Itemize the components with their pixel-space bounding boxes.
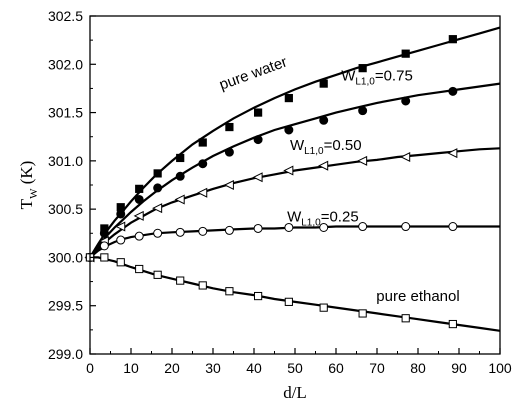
series-layer — [84, 26, 501, 332]
ticks: 0 10 20 30 40 50 60 70 80 90 100 299.0 299.5 300.0 300… — [48, 8, 512, 376]
x-tick-label-4: 40 — [246, 360, 262, 376]
x-tick-label-6: 60 — [328, 360, 344, 376]
series-w-l1-0-0-75 — [85, 82, 501, 262]
series-w-l1-0-0-50 — [84, 147, 501, 263]
y-tick-label-0: 299.0 — [48, 346, 83, 362]
series-label-w-l1-0-0-25: WL1,0=0.25 — [287, 209, 359, 229]
point-pure-ethanol-5 — [176, 276, 185, 285]
point-w-l1-0-0-75-4 — [153, 183, 163, 193]
point-pure-water-7 — [225, 122, 234, 132]
series-pure-ethanol — [85, 253, 501, 332]
x-tick-label-9: 90 — [451, 360, 467, 376]
point-pure-water-4 — [153, 169, 162, 178]
point-pure-ethanol-2 — [116, 258, 125, 267]
x-tick-label-2: 20 — [164, 360, 180, 376]
point-w-l1-0-0-50-12 — [400, 151, 411, 162]
point-pure-water-5 — [176, 153, 185, 163]
point-w-l1-0-0-25-8 — [253, 223, 263, 233]
series-label-w-l1-0-0-50: WL1,0=0.50 — [290, 137, 362, 157]
series-label-pure-water: pure water — [217, 53, 289, 93]
point-w-l1-0-0-25-2 — [116, 235, 126, 245]
point-pure-water-9 — [284, 93, 293, 103]
x-tick-label-5: 50 — [287, 360, 303, 376]
point-w-l1-0-0-50-8 — [252, 172, 263, 183]
point-w-l1-0-0-75-13 — [448, 86, 458, 96]
point-w-l1-0-0-50-13 — [447, 148, 458, 159]
x-tick-label-8: 80 — [410, 360, 426, 376]
point-w-l1-0-0-75-10 — [319, 115, 329, 125]
point-pure-water-13 — [448, 35, 457, 44]
point-pure-ethanol-1 — [100, 253, 109, 262]
point-pure-water-11 — [358, 64, 367, 73]
series-line-w-l1-0-0-25 — [89, 225, 500, 259]
point-w-l1-0-0-50-4 — [152, 203, 163, 214]
point-w-l1-0-0-25-9 — [284, 222, 294, 232]
y-tick-label-7: 302.5 — [48, 8, 83, 24]
point-pure-ethanol-8 — [254, 291, 263, 301]
y-tick-label-4: 301.0 — [48, 153, 83, 169]
x-tick-label-3: 30 — [205, 360, 221, 376]
series-line-w-l1-0-0-50 — [89, 147, 501, 259]
point-pure-ethanol-10 — [319, 303, 328, 312]
x-axis-title: d/L — [283, 383, 307, 402]
x-tick-label-0: 0 — [86, 360, 94, 376]
point-w-l1-0-0-75-7 — [224, 147, 234, 157]
point-w-l1-0-0-75-12 — [401, 96, 411, 106]
y-tick-label-1: 299.5 — [48, 298, 83, 314]
series-line-w-l1-0-0-75 — [89, 82, 501, 259]
y-tick-label-6: 302.0 — [48, 56, 83, 72]
point-pure-water-10 — [319, 79, 328, 88]
point-pure-water-12 — [401, 49, 410, 58]
x-tick-label-10: 100 — [488, 360, 512, 376]
point-w-l1-0-0-75-6 — [198, 159, 208, 169]
y-tick-label-3: 300.5 — [48, 201, 83, 217]
y-axis-title: TW (K) — [17, 161, 40, 210]
point-w-l1-0-0-50-10 — [318, 160, 329, 171]
y-tick-label-5: 301.5 — [48, 105, 83, 121]
point-w-l1-0-0-75-2 — [116, 209, 126, 219]
point-w-l1-0-0-50-2 — [115, 221, 126, 232]
point-w-l1-0-0-75-8 — [253, 135, 263, 145]
point-w-l1-0-0-25-12 — [401, 222, 411, 232]
x-tick-label-7: 70 — [369, 360, 385, 376]
point-w-l1-0-0-75-11 — [358, 106, 368, 116]
point-w-l1-0-0-25-10 — [319, 222, 329, 232]
point-w-l1-0-0-25-5 — [175, 227, 185, 237]
point-w-l1-0-0-75-1 — [99, 228, 109, 238]
point-w-l1-0-0-75-5 — [175, 171, 185, 181]
point-pure-ethanol-11 — [358, 309, 367, 318]
point-w-l1-0-0-75-9 — [284, 125, 294, 135]
point-w-l1-0-0-50-6 — [197, 187, 208, 198]
point-pure-water-3 — [135, 184, 144, 193]
point-pure-ethanol-12 — [401, 314, 410, 323]
point-w-l1-0-0-25-1 — [99, 241, 109, 251]
point-pure-water-6 — [198, 138, 207, 147]
point-w-l1-0-0-50-9 — [283, 165, 294, 176]
point-w-l1-0-0-50-7 — [223, 179, 234, 191]
series-w-l1-0-0-25 — [85, 222, 500, 262]
series-label-w-l1-0-0-75: WL1,0=0.75 — [341, 68, 413, 88]
y-tick-label-2: 300.0 — [48, 249, 83, 265]
point-w-l1-0-0-50-3 — [133, 210, 144, 221]
point-pure-ethanol-13 — [448, 319, 457, 329]
point-pure-ethanol-4 — [153, 270, 162, 279]
point-pure-ethanol-7 — [225, 287, 234, 296]
point-w-l1-0-0-25-11 — [358, 222, 368, 232]
point-pure-water-8 — [254, 108, 263, 117]
point-w-l1-0-0-25-7 — [224, 225, 234, 235]
point-w-l1-0-0-25-4 — [153, 228, 163, 238]
point-w-l1-0-0-50-5 — [174, 194, 185, 205]
point-pure-ethanol-9 — [284, 297, 293, 306]
x-tick-label-1: 10 — [123, 360, 139, 376]
series-label-pure-ethanol: pure ethanol — [376, 288, 459, 305]
point-w-l1-0-0-50-11 — [357, 155, 368, 166]
point-pure-ethanol-6 — [198, 281, 207, 290]
point-w-l1-0-0-25-3 — [134, 231, 144, 241]
point-w-l1-0-0-75-3 — [134, 194, 144, 204]
point-pure-ethanol-3 — [135, 264, 144, 274]
point-w-l1-0-0-25-13 — [448, 222, 458, 232]
point-w-l1-0-0-25-6 — [198, 226, 208, 236]
